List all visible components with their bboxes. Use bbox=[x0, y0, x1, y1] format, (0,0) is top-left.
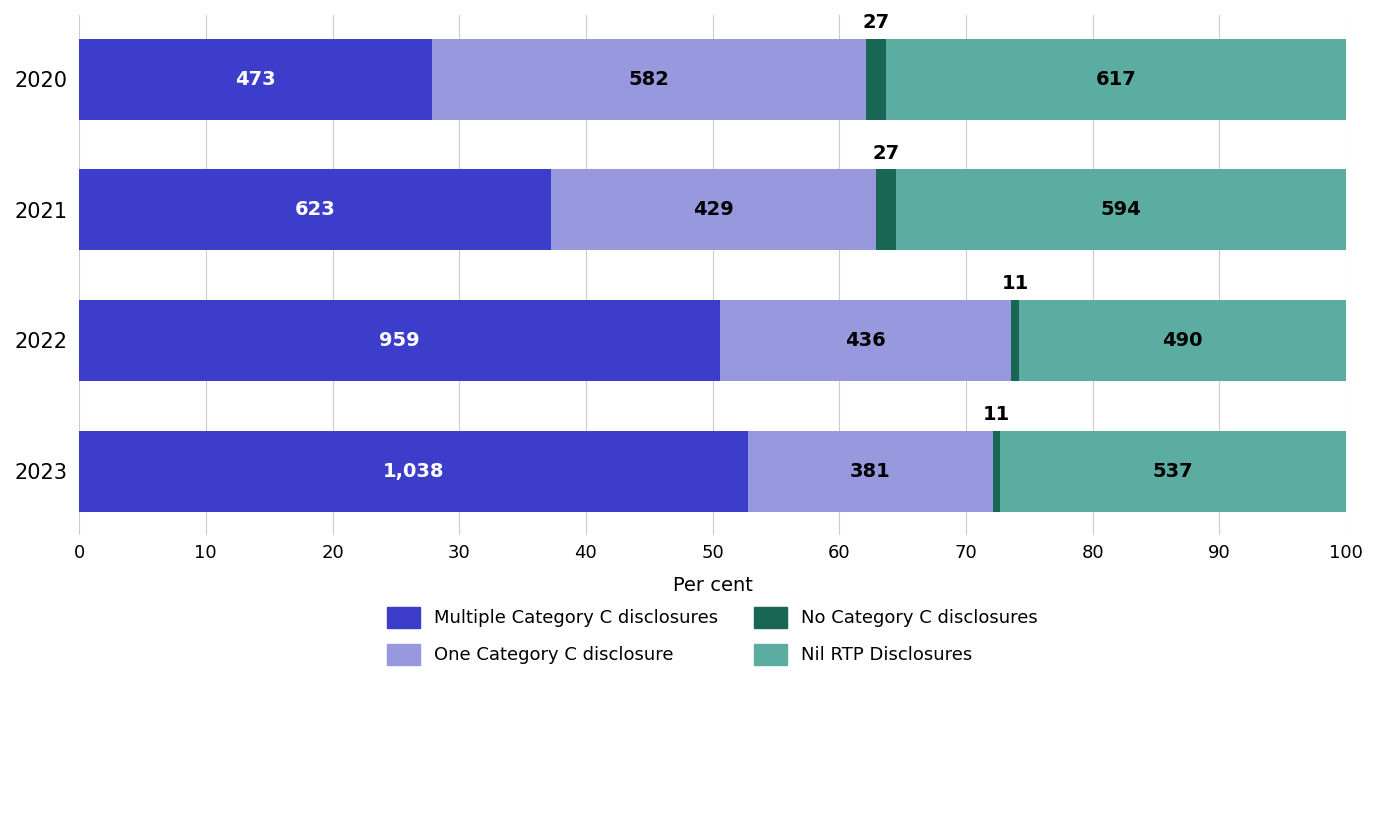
Text: 436: 436 bbox=[845, 331, 886, 350]
Text: 594: 594 bbox=[1101, 200, 1141, 219]
Text: 27: 27 bbox=[863, 13, 889, 32]
Bar bbox=[876, 170, 896, 250]
Bar bbox=[1018, 300, 1346, 381]
Bar bbox=[79, 300, 719, 381]
Text: 11: 11 bbox=[1002, 275, 1028, 293]
Text: 1,038: 1,038 bbox=[383, 462, 444, 480]
Text: 473: 473 bbox=[236, 70, 276, 89]
Bar bbox=[719, 300, 1011, 381]
Bar bbox=[896, 170, 1346, 250]
Bar bbox=[79, 39, 431, 119]
Bar bbox=[994, 431, 1000, 512]
X-axis label: Per cent: Per cent bbox=[672, 575, 752, 595]
Text: 537: 537 bbox=[1153, 462, 1193, 480]
Text: 623: 623 bbox=[295, 200, 335, 219]
Bar bbox=[748, 431, 994, 512]
Text: 959: 959 bbox=[379, 331, 420, 350]
Bar bbox=[79, 431, 748, 512]
Bar bbox=[865, 39, 886, 119]
Bar bbox=[1000, 431, 1346, 512]
Bar bbox=[431, 39, 865, 119]
Text: 381: 381 bbox=[850, 462, 890, 480]
Bar bbox=[886, 39, 1346, 119]
Text: 27: 27 bbox=[872, 144, 900, 163]
Text: 490: 490 bbox=[1162, 331, 1203, 350]
Text: 617: 617 bbox=[1096, 70, 1137, 89]
Bar bbox=[79, 170, 551, 250]
Bar bbox=[551, 170, 876, 250]
Text: 429: 429 bbox=[693, 200, 733, 219]
Text: 11: 11 bbox=[983, 405, 1010, 424]
Bar bbox=[1011, 300, 1018, 381]
Text: 582: 582 bbox=[628, 70, 670, 89]
Legend: Multiple Category C disclosures, One Category C disclosure, No Category C disclo: Multiple Category C disclosures, One Cat… bbox=[380, 600, 1046, 672]
